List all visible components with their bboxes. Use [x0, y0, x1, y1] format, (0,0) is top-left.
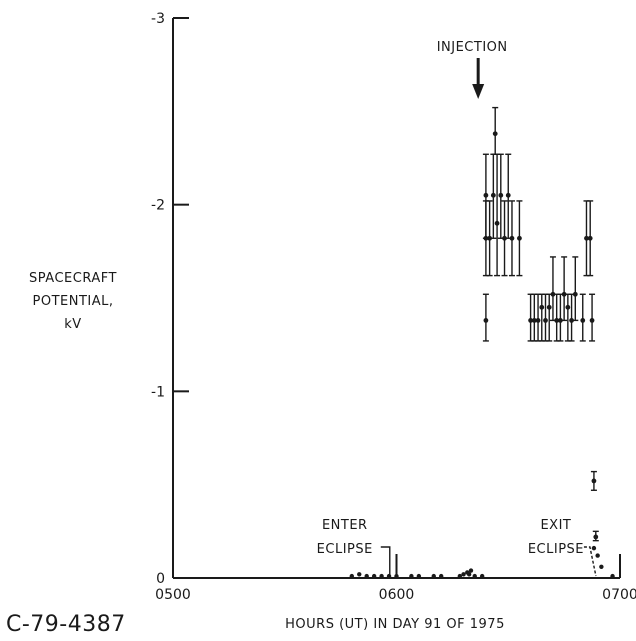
y-tick-label: -1 [151, 384, 165, 400]
injection-arrow-head [472, 84, 485, 99]
data-point [466, 572, 472, 577]
data-point [364, 573, 369, 579]
error-bar-point [558, 318, 563, 323]
error-bar-point [509, 235, 515, 241]
error-bar-point [483, 318, 489, 323]
data-point [371, 573, 377, 579]
error-bar-point [494, 220, 500, 226]
data-point [591, 545, 597, 551]
data-point [386, 573, 392, 579]
data-point [457, 573, 463, 579]
error-bar-point [487, 235, 493, 241]
data-point [349, 573, 354, 579]
error-bar-point [490, 192, 496, 198]
data-point [461, 572, 466, 577]
error-bar-point [483, 192, 489, 198]
x-tick-label: 0500 [155, 587, 191, 603]
error-bar-point [546, 304, 552, 310]
data-point [472, 573, 477, 579]
error-bar-point [543, 318, 548, 323]
error-bars [482, 106, 599, 542]
error-bar-point [580, 318, 586, 323]
error-bar-point [593, 534, 599, 540]
data-point [394, 573, 399, 579]
error-bar-point [569, 318, 574, 323]
error-bar-point [505, 192, 511, 198]
figure-id: C-79-4387 [6, 612, 126, 637]
y-tick-label: -2 [151, 198, 165, 214]
data-point [610, 573, 615, 579]
ticks: 0 -1 -2 -3 0500 0600 0700 [151, 11, 636, 603]
error-bar-point [535, 318, 541, 323]
y-tick-label: 0 [156, 571, 165, 587]
error-bar-point [572, 291, 578, 297]
enter-eclipse-marker [380, 546, 391, 576]
error-bar-point [561, 291, 567, 297]
error-bar-point [531, 318, 537, 323]
x-tick-label: 0700 [602, 587, 636, 603]
exit-eclipse-label: ECLIPSE [528, 542, 584, 557]
error-bar-point [550, 291, 556, 297]
data-point [439, 573, 444, 579]
enter-label: ENTER [322, 518, 368, 533]
data-point [416, 573, 422, 579]
error-bar-point [517, 235, 522, 241]
error-bar-point [528, 318, 533, 323]
exit-label: EXIT [540, 518, 571, 533]
error-bar-point [539, 304, 545, 310]
data-point [479, 573, 485, 579]
exit-eclipse-marker [583, 546, 597, 577]
x-axis-label: HOURS (UT) IN DAY 91 OF 1975 [285, 617, 505, 632]
error-bar-point [587, 235, 593, 241]
error-bar-point [492, 131, 498, 137]
data-point [379, 573, 384, 579]
data-point [599, 564, 604, 569]
data-point [468, 568, 474, 573]
data-point [595, 553, 600, 558]
error-bar-point [589, 318, 595, 323]
data-points [349, 545, 615, 579]
error-bar-point [502, 235, 507, 241]
data-point [409, 573, 414, 579]
injection-label: INJECTION [437, 40, 508, 55]
data-point [431, 573, 436, 579]
error-bar-point [591, 478, 597, 484]
error-bar-point [584, 235, 589, 241]
enter-eclipse-label: ECLIPSE [317, 542, 373, 557]
y-tick-label: -3 [151, 11, 165, 27]
data-point [357, 572, 362, 577]
annotations: INJECTION ENTER ECLIPSE EXIT ECLIPSE [317, 40, 597, 577]
error-bar-point [498, 192, 504, 198]
y-axis-label-line-1: SPACECRAFT [29, 271, 117, 286]
x-tick-label: 0600 [379, 587, 415, 603]
error-bar-point [565, 304, 571, 310]
error-bar-point [554, 318, 560, 323]
y-axis-label-line-2: POTENTIAL, [33, 294, 114, 309]
y-axis-label-line-3: kV [64, 317, 81, 332]
